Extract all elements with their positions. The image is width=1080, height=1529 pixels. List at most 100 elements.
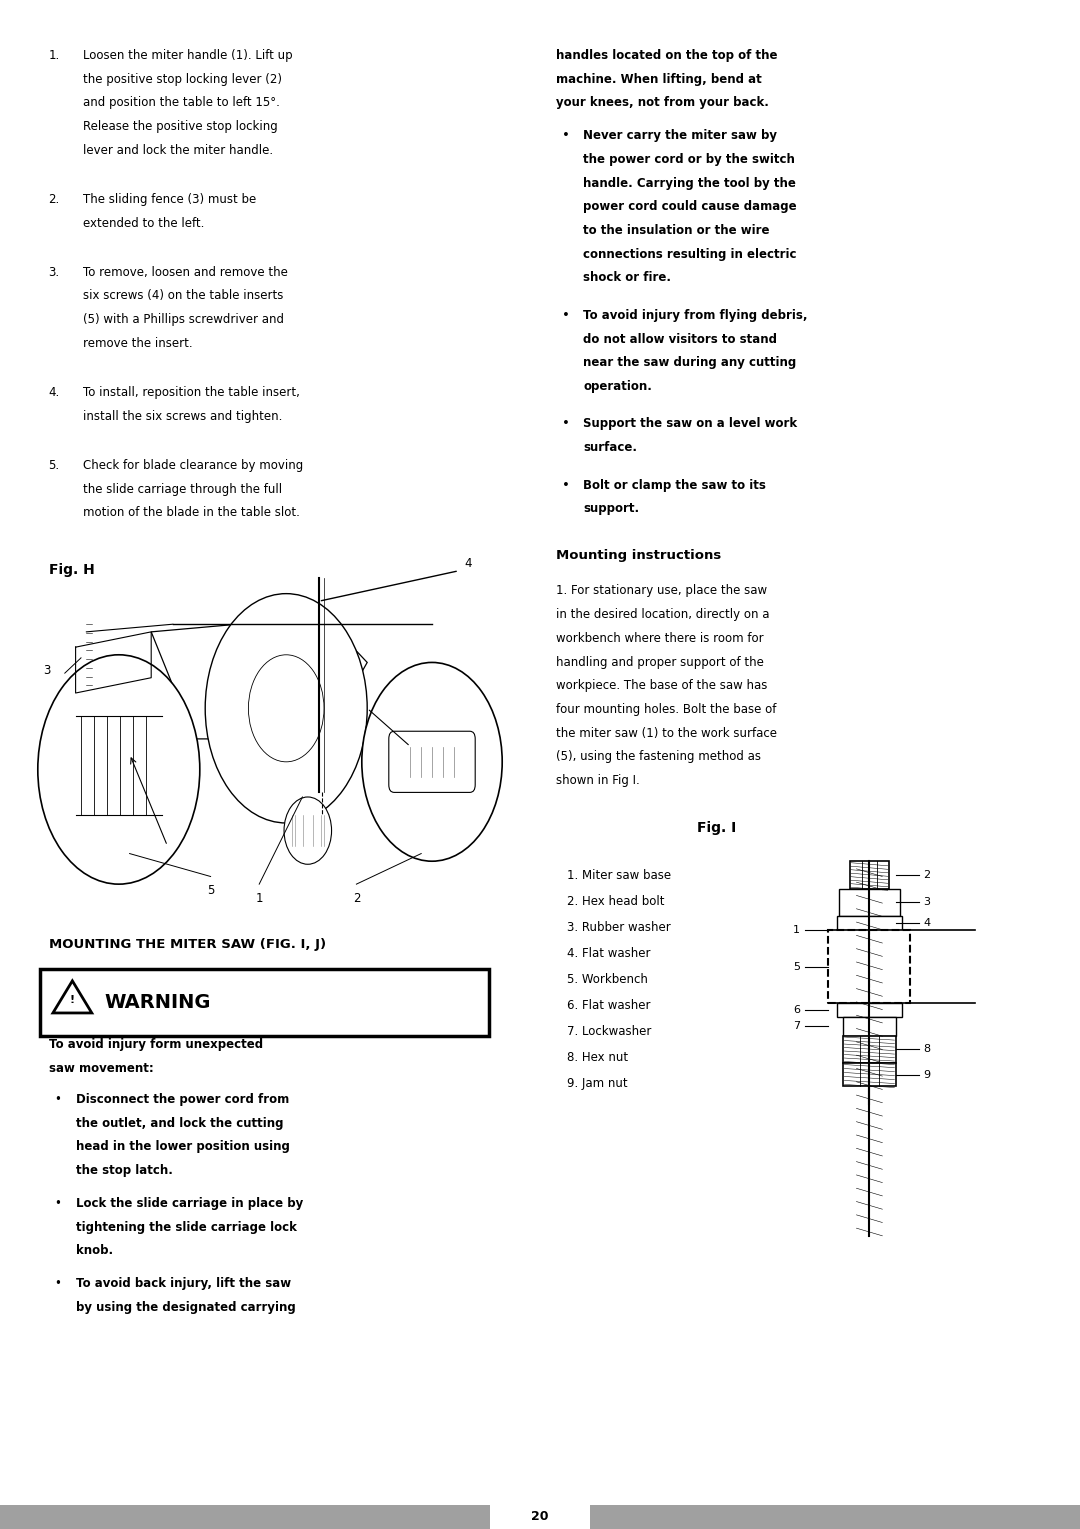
Text: handles located on the top of the: handles located on the top of the [556,49,778,63]
Bar [837,1003,902,1017]
Text: motion of the blade in the table slot.: motion of the blade in the table slot. [83,506,300,520]
Text: 2: 2 [923,870,931,881]
Text: the slide carriage through the full: the slide carriage through the full [83,483,282,495]
Text: do not allow visitors to stand: do not allow visitors to stand [583,332,778,346]
Text: power cord could cause damage: power cord could cause damage [583,200,797,214]
FancyBboxPatch shape [389,731,475,792]
Bar [843,1017,895,1035]
Text: 6: 6 [794,1005,800,1015]
Bar [838,888,901,916]
Polygon shape [53,982,92,1012]
Circle shape [205,593,367,823]
Text: surface.: surface. [583,440,637,454]
Text: Lock the slide carriage in place by: Lock the slide carriage in place by [76,1197,302,1209]
Text: •: • [54,1277,60,1290]
Polygon shape [151,616,367,739]
Text: the stop latch.: the stop latch. [76,1164,173,1177]
Text: 4: 4 [923,917,931,928]
FancyBboxPatch shape [40,969,489,1037]
Text: knob.: knob. [76,1245,112,1257]
Text: six screws (4) on the table inserts: six screws (4) on the table inserts [83,289,284,303]
Text: connections resulting in electric: connections resulting in electric [583,248,797,261]
Text: •: • [562,479,569,492]
Text: workbench where there is room for: workbench where there is room for [556,631,764,645]
Text: •: • [54,1093,60,1105]
Text: •: • [562,128,569,142]
Text: remove the insert.: remove the insert. [83,336,193,350]
Text: 5. Workbench: 5. Workbench [567,972,648,986]
Text: 7: 7 [793,1021,800,1032]
Text: To remove, loosen and remove the: To remove, loosen and remove the [83,266,288,278]
Text: Disconnect the power cord from: Disconnect the power cord from [76,1093,288,1105]
Text: 5: 5 [207,884,214,898]
Text: 9: 9 [923,1069,931,1079]
Circle shape [248,654,324,761]
Text: Check for blade clearance by moving: Check for blade clearance by moving [83,459,303,472]
Circle shape [38,654,200,884]
Text: install the six screws and tighten.: install the six screws and tighten. [83,410,283,422]
Text: handling and proper support of the: handling and proper support of the [556,656,764,668]
Text: 20: 20 [531,1511,549,1523]
Text: 9. Jam nut: 9. Jam nut [567,1078,627,1090]
Text: Release the positive stop locking: Release the positive stop locking [83,119,278,133]
Text: Never carry the miter saw by: Never carry the miter saw by [583,128,778,142]
Text: 7. Lockwasher: 7. Lockwasher [567,1026,651,1038]
Text: Mounting instructions: Mounting instructions [556,549,721,563]
Text: To avoid injury form unexpected: To avoid injury form unexpected [49,1038,262,1052]
Text: operation.: operation. [583,379,652,393]
Text: tightening the slide carriage lock: tightening the slide carriage lock [76,1220,297,1234]
Text: •: • [54,1197,60,1209]
Circle shape [284,797,332,864]
Text: machine. When lifting, bend at: machine. When lifting, bend at [556,72,762,86]
Text: in the desired location, directly on a: in the desired location, directly on a [556,609,770,621]
Text: the outlet, and lock the cutting: the outlet, and lock the cutting [76,1116,283,1130]
Text: the miter saw (1) to the work surface: the miter saw (1) to the work surface [556,726,778,740]
Text: to the insulation or the wire: to the insulation or the wire [583,223,770,237]
Text: 3: 3 [923,898,931,908]
Text: 8. Hex nut: 8. Hex nut [567,1052,629,1064]
Text: support.: support. [583,502,639,515]
Text: handle. Carrying the tool by the: handle. Carrying the tool by the [583,176,796,190]
Text: the positive stop locking lever (2): the positive stop locking lever (2) [83,72,282,86]
Bar [843,1035,895,1063]
Text: 5: 5 [794,962,800,972]
Text: your knees, not from your back.: your knees, not from your back. [556,96,769,110]
Text: lever and lock the miter handle.: lever and lock the miter handle. [83,144,273,157]
Text: 4. Flat washer: 4. Flat washer [567,946,650,960]
Text: •: • [562,417,569,431]
Text: 1: 1 [256,891,262,905]
Text: the power cord or by the switch: the power cord or by the switch [583,153,795,167]
Text: head in the lower position using: head in the lower position using [76,1141,289,1153]
Text: 1.: 1. [49,49,59,63]
Text: 1: 1 [794,925,800,936]
Text: 3: 3 [43,664,51,677]
Text: !: ! [70,995,75,1005]
Text: To avoid back injury, lift the saw: To avoid back injury, lift the saw [76,1277,291,1290]
Text: (5), using the fastening method as: (5), using the fastening method as [556,751,761,763]
Circle shape [362,662,502,861]
Text: near the saw during any cutting: near the saw during any cutting [583,356,796,370]
Text: 4: 4 [464,557,472,570]
Text: 3. Rubber washer: 3. Rubber washer [567,920,671,934]
Text: Support the saw on a level work: Support the saw on a level work [583,417,797,431]
FancyBboxPatch shape [490,1505,590,1529]
Text: 1. Miter saw base: 1. Miter saw base [567,868,671,882]
Bar [0,1505,1080,1529]
Text: Fig. H: Fig. H [49,563,94,576]
Text: (5) with a Phillips screwdriver and: (5) with a Phillips screwdriver and [83,313,284,326]
Text: To install, reposition the table insert,: To install, reposition the table insert, [83,385,300,399]
Bar [843,1063,895,1086]
Text: Loosen the miter handle (1). Lift up: Loosen the miter handle (1). Lift up [83,49,293,63]
Text: 3.: 3. [49,266,59,278]
Text: To avoid injury from flying debris,: To avoid injury from flying debris, [583,309,808,323]
Text: The sliding fence (3) must be: The sliding fence (3) must be [83,193,256,206]
Text: MOUNTING THE MITER SAW (FIG. I, J): MOUNTING THE MITER SAW (FIG. I, J) [49,937,326,951]
Text: by using the designated carrying: by using the designated carrying [76,1301,295,1313]
Text: 4.: 4. [49,385,59,399]
Text: and position the table to left 15°.: and position the table to left 15°. [83,96,280,110]
Text: 1. For stationary use, place the saw: 1. For stationary use, place the saw [556,584,767,598]
Text: shock or fire.: shock or fire. [583,271,671,284]
Text: 6. Flat washer: 6. Flat washer [567,998,650,1012]
Bar [837,916,902,930]
Text: Fig. I: Fig. I [697,821,735,835]
